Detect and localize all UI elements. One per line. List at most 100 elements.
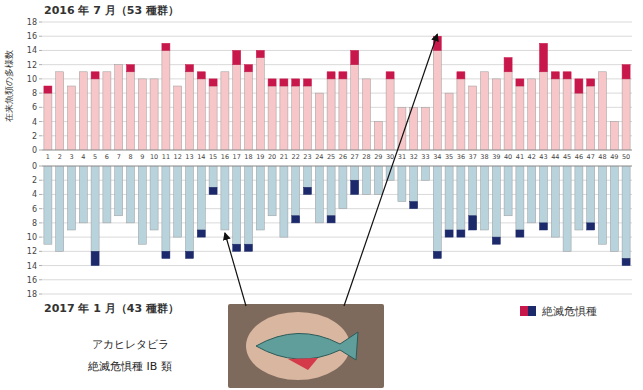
bar (91, 79, 99, 150)
bar (563, 251, 571, 252)
bar (445, 93, 453, 94)
bar (103, 72, 111, 150)
bar (622, 79, 630, 150)
bar (221, 166, 229, 230)
bar (174, 86, 182, 150)
chart-title: 2016 年 7 月（53 種群） (44, 4, 179, 17)
x-tick-label: 16 (221, 153, 229, 161)
bar (233, 244, 241, 251)
bar (209, 166, 217, 187)
x-tick-label: 45 (563, 153, 571, 161)
bar (587, 86, 595, 150)
bar (79, 72, 87, 150)
bar (174, 237, 182, 238)
bar (44, 244, 52, 245)
bar (138, 244, 146, 245)
bar (268, 79, 276, 86)
bar (174, 86, 182, 87)
x-tick-label: 29 (374, 153, 382, 161)
bar (150, 230, 158, 231)
y-tick (39, 279, 42, 280)
bar (126, 65, 134, 72)
x-tick-label: 15 (209, 153, 217, 161)
bar (162, 50, 170, 150)
bar (56, 251, 64, 252)
x-tick-label: 19 (256, 153, 264, 161)
bar (551, 237, 559, 238)
bar (504, 166, 512, 216)
x-tick-label: 5 (93, 153, 97, 161)
bar (421, 107, 429, 150)
bar (327, 72, 335, 79)
bar (398, 166, 406, 202)
bar (303, 187, 311, 194)
x-tick-label: 33 (421, 153, 429, 161)
bar (174, 166, 182, 237)
bar (126, 166, 134, 223)
y-tick (39, 180, 42, 181)
bar (339, 166, 347, 209)
bar (209, 86, 217, 150)
bar (303, 166, 311, 187)
bar (197, 72, 205, 79)
bar (162, 43, 170, 50)
bar (516, 86, 524, 150)
y-tick (39, 208, 42, 209)
bar (386, 72, 394, 79)
x-tick-label: 48 (598, 153, 606, 161)
bar (610, 166, 618, 251)
bar (197, 79, 205, 150)
bar (244, 72, 252, 150)
bar (56, 166, 64, 251)
bar (410, 107, 418, 108)
bar (244, 244, 252, 251)
bar (587, 223, 595, 230)
bar (56, 71, 64, 72)
x-tick-label: 13 (185, 153, 193, 161)
x-tick-label: 38 (480, 153, 488, 161)
bar (91, 166, 99, 251)
bar (233, 50, 241, 64)
bar (185, 72, 193, 150)
axis-line (42, 166, 632, 167)
legend-label: 絶滅危惧種 (541, 305, 597, 318)
bar (138, 79, 146, 150)
x-tick-label: 7 (117, 153, 121, 161)
bar (197, 166, 205, 230)
bar (480, 166, 488, 230)
x-tick-label: 39 (492, 153, 500, 161)
bar (563, 166, 571, 251)
bar (622, 65, 630, 79)
bar (268, 215, 276, 216)
bar (610, 251, 618, 252)
bar (103, 71, 111, 72)
y-tick (39, 50, 42, 51)
bar (115, 215, 123, 216)
bar (244, 166, 252, 244)
bar (469, 166, 477, 216)
bar (115, 64, 123, 65)
bar (563, 79, 571, 150)
bar (374, 121, 382, 122)
y-tick (39, 64, 42, 65)
grid-line (42, 150, 632, 151)
bar (67, 86, 75, 87)
x-tick-label: 28 (362, 153, 370, 161)
annotation-arrow (225, 233, 246, 306)
bar (44, 86, 52, 93)
x-tick-label: 41 (516, 153, 524, 161)
bar (56, 72, 64, 150)
y-tick-label: 4 (32, 118, 37, 127)
bar (516, 166, 524, 230)
bar (421, 180, 429, 181)
y-tick (39, 121, 42, 122)
x-tick-label: 44 (551, 153, 559, 161)
bar (150, 79, 158, 150)
x-tick-label: 6 (105, 153, 109, 161)
bar (528, 222, 536, 223)
bar (115, 65, 123, 150)
x-tick-label: 46 (575, 153, 583, 161)
x-tick-label: 8 (128, 153, 132, 161)
grid-line (42, 251, 632, 252)
bar (209, 79, 217, 86)
